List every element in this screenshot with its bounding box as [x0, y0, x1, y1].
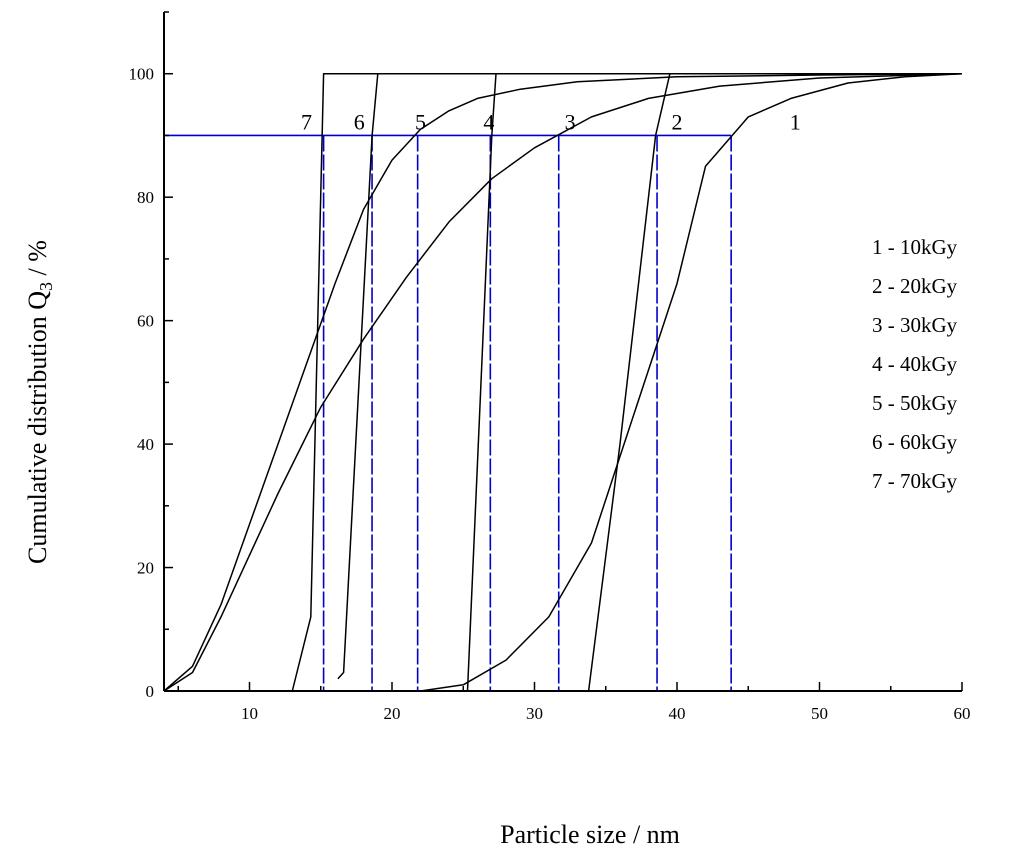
series-line-6	[337, 72, 962, 680]
y-tick-label: 0	[146, 682, 155, 701]
x-axis-title: Particle size / nm	[500, 820, 680, 849]
legend-entry-6: 6 - 60kGy	[872, 430, 958, 454]
series-line-5	[163, 72, 963, 692]
x-tick-label: 60	[954, 704, 971, 723]
series-line-7	[291, 72, 962, 692]
x-tick-label: 50	[811, 704, 828, 723]
y-axis-title-unit: / %	[23, 240, 52, 282]
y-axis-title: Cumulative distribution Q3 / %	[23, 240, 56, 564]
series-label-1: 1	[790, 109, 801, 134]
series-label-4: 4	[483, 109, 494, 134]
legend-entry-4: 4 - 40kGy	[872, 352, 958, 376]
y-axis-title-main: Cumulative distribution Q	[23, 291, 52, 564]
legend-entry-3: 3 - 30kGy	[872, 313, 958, 337]
y-tick-label: 80	[137, 188, 154, 207]
y-tick-label: 40	[137, 435, 154, 454]
y-tick-label: 100	[129, 65, 155, 84]
series-label-5: 5	[415, 109, 426, 134]
y-tick-label: 20	[137, 559, 154, 578]
series-label-7: 7	[301, 109, 312, 134]
x-tick-label: 20	[384, 704, 401, 723]
x-tick-label: 30	[526, 704, 543, 723]
x-tick-label: 10	[241, 704, 258, 723]
series-line-4	[466, 72, 962, 692]
legend-entry-7: 7 - 70kGy	[872, 469, 958, 493]
legend-entry-1: 1 - 10kGy	[872, 235, 958, 259]
series-label-2: 2	[672, 109, 683, 134]
series-line-3	[163, 72, 963, 692]
legend-entry-2: 2 - 20kGy	[872, 274, 958, 298]
plot-area: 1 2 3 4 5 6 7	[163, 72, 963, 692]
axes: 10 20 30 40 50 60 0 20 40 60 80 100	[129, 11, 971, 723]
series-line-1	[420, 72, 963, 692]
legend-entry-5: 5 - 50kGy	[872, 391, 958, 415]
legend: 1 - 10kGy 2 - 20kGy 3 - 30kGy 4 - 40kGy 5 - …	[872, 235, 958, 493]
series-label-3: 3	[565, 109, 576, 134]
series-label-6: 6	[354, 109, 365, 134]
y-axis-title-subscript: 3	[36, 282, 56, 291]
y-tick-label: 60	[137, 312, 154, 331]
x-tick-label: 40	[669, 704, 686, 723]
